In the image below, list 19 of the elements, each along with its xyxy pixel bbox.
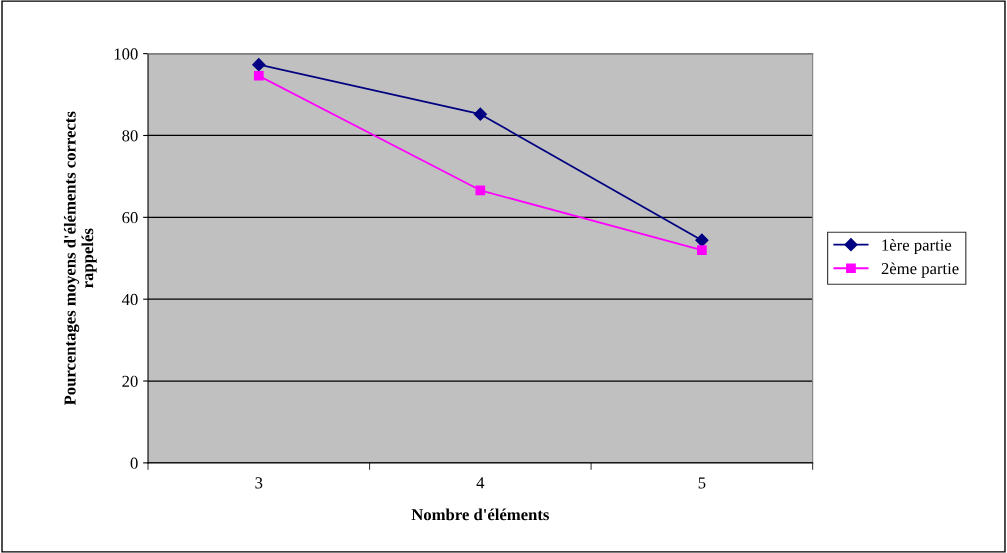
y-tick-label: 20 <box>122 375 138 387</box>
x-axis-title: Nombre d'éléments <box>411 508 549 521</box>
legend-label: 2ème partie <box>881 262 959 278</box>
y-tick-label: 0 <box>130 457 138 469</box>
point <box>252 58 266 72</box>
point <box>475 185 486 196</box>
y-tick-label: 40 <box>121 293 138 306</box>
y-tick-label: 80 <box>122 130 138 142</box>
point <box>697 245 707 255</box>
y-tick-label: 100 <box>114 48 138 60</box>
x-tick-label: 5 <box>698 477 706 489</box>
legend-label: 1ère partie <box>882 238 952 255</box>
y-tick-label: 60 <box>122 212 138 224</box>
point <box>253 70 264 81</box>
x-tick-label: 4 <box>476 477 485 489</box>
y-axis-title: Pourcentages moyens d'éléments corrects rappelés <box>63 111 97 406</box>
point <box>695 233 709 247</box>
point <box>473 107 487 121</box>
x-tick-label: 3 <box>255 477 263 489</box>
